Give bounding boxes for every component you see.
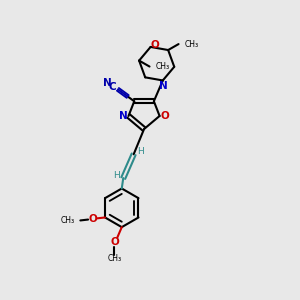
Text: CH₃: CH₃ (156, 62, 170, 71)
Text: H: H (113, 171, 120, 180)
Text: CH₃: CH₃ (185, 40, 199, 49)
Text: O: O (160, 111, 169, 121)
Text: N: N (119, 111, 128, 121)
Text: CH₃: CH₃ (60, 216, 74, 225)
Text: C: C (109, 82, 116, 92)
Text: H: H (137, 147, 144, 156)
Text: O: O (89, 214, 98, 224)
Text: N: N (159, 81, 168, 92)
Text: N: N (103, 78, 112, 88)
Text: O: O (111, 237, 120, 247)
Text: O: O (151, 40, 159, 50)
Text: CH₃: CH₃ (107, 254, 122, 263)
